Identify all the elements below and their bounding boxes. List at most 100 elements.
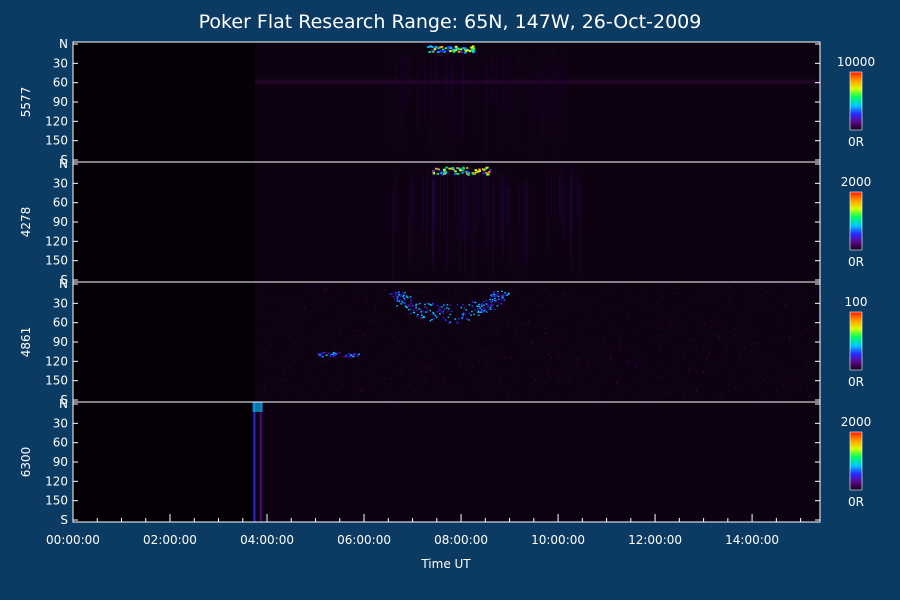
oval-point xyxy=(441,310,443,313)
noise-point xyxy=(628,360,630,362)
haze-streak xyxy=(404,67,406,137)
noise-point xyxy=(732,342,734,344)
noise-point xyxy=(792,383,794,385)
oval-point xyxy=(405,306,407,308)
noise-point xyxy=(418,311,420,313)
noise-point xyxy=(440,301,442,303)
noise-point xyxy=(664,340,666,342)
noise-point xyxy=(348,323,350,325)
noise-point xyxy=(546,289,548,291)
colorbar-min-label: 0R xyxy=(848,135,864,149)
noise-point xyxy=(608,291,610,293)
arc-point xyxy=(427,46,430,48)
noise-point xyxy=(593,377,595,379)
noise-point xyxy=(506,326,508,328)
noise-point xyxy=(477,328,479,330)
noise-point xyxy=(689,371,691,373)
noise-point xyxy=(818,391,820,393)
noise-point xyxy=(695,390,697,392)
noise-point xyxy=(455,290,457,292)
noise-point xyxy=(265,383,267,385)
noise-point xyxy=(689,367,691,369)
noise-point xyxy=(443,309,445,311)
noise-point xyxy=(638,331,640,333)
noise-point xyxy=(465,366,467,368)
panel-label: 4278 xyxy=(19,207,33,238)
haze-streak xyxy=(417,67,419,114)
noise-point xyxy=(568,369,570,371)
haze-streak xyxy=(492,176,494,238)
noise-point xyxy=(403,300,405,302)
noise-point xyxy=(669,322,671,324)
oval-point xyxy=(406,296,409,298)
noise-point xyxy=(800,386,802,388)
noise-point xyxy=(688,318,690,320)
noise-point xyxy=(600,348,602,350)
haze-streak xyxy=(423,59,426,111)
noise-point xyxy=(369,366,371,368)
noise-point xyxy=(317,356,319,358)
noise-point xyxy=(413,303,415,305)
noise-point xyxy=(543,288,545,290)
noise-point xyxy=(626,385,628,387)
x-tick-label: 02:00:00 xyxy=(143,533,197,547)
haze-streak xyxy=(486,61,488,153)
noise-point xyxy=(414,296,416,298)
noise-point xyxy=(577,393,579,395)
blob-point xyxy=(321,352,324,354)
noise-point xyxy=(540,304,542,306)
noise-point xyxy=(502,304,504,306)
noise-point xyxy=(559,357,561,359)
colorbar-max-label: 2000 xyxy=(841,415,872,429)
arc-point xyxy=(482,169,486,171)
noise-point xyxy=(327,342,329,344)
haze-streak xyxy=(462,45,464,142)
haze-streak xyxy=(501,172,503,241)
noise-point xyxy=(571,307,573,309)
noise-point xyxy=(269,297,271,299)
noise-point xyxy=(418,394,420,396)
oval-point xyxy=(502,295,504,297)
noise-point xyxy=(715,362,717,364)
arc-point xyxy=(478,170,482,172)
noise-point xyxy=(755,307,757,309)
oval-point xyxy=(500,295,503,297)
noise-point xyxy=(778,324,780,326)
noise-point xyxy=(541,378,543,380)
noise-point xyxy=(509,387,511,389)
y-tick-label: N xyxy=(59,157,68,171)
haze-streak xyxy=(487,167,489,252)
noise-point xyxy=(794,351,796,353)
haze-streak xyxy=(475,174,477,236)
oval-point xyxy=(409,312,412,315)
noise-point xyxy=(355,318,357,320)
noise-point xyxy=(531,387,533,389)
blob-point xyxy=(345,355,348,358)
noise-point xyxy=(434,379,436,381)
haze-streak xyxy=(432,166,434,249)
y-tick-label: 90 xyxy=(53,95,68,109)
haze-streak xyxy=(452,54,454,153)
noise-point xyxy=(412,301,414,303)
noise-point xyxy=(559,339,561,341)
noise-point xyxy=(761,368,763,370)
noise-point xyxy=(659,377,661,379)
haze-streak xyxy=(401,50,404,86)
arc-point xyxy=(461,171,464,174)
haze-streak xyxy=(471,178,473,253)
oval-point xyxy=(435,316,438,319)
noise-point xyxy=(484,296,486,298)
noise-point xyxy=(392,307,394,309)
noise-point xyxy=(654,399,656,401)
oval-point xyxy=(423,316,426,318)
noise-point xyxy=(269,315,271,317)
noise-point xyxy=(359,389,361,391)
noise-point xyxy=(415,381,417,383)
noise-point xyxy=(334,347,336,349)
noise-point xyxy=(485,349,487,351)
noise-point xyxy=(592,322,594,324)
blob-point xyxy=(345,354,348,357)
noise-point xyxy=(799,295,801,297)
haze-streak xyxy=(434,67,436,162)
noise-point xyxy=(283,367,285,369)
